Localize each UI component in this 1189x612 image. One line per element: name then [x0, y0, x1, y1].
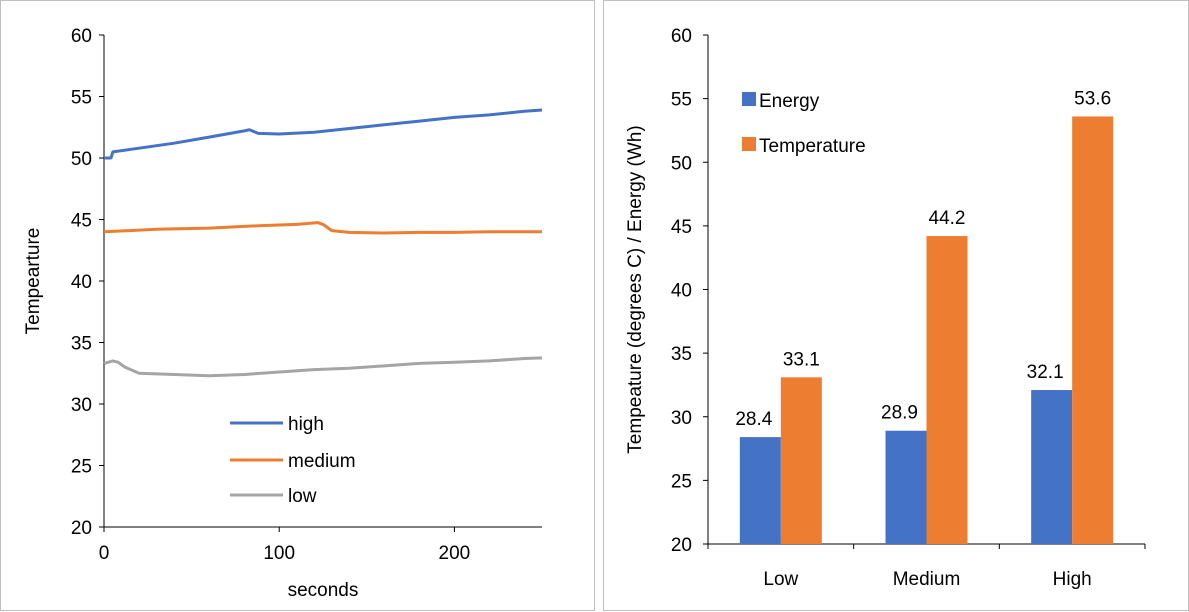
y-tick-label: 25	[671, 471, 692, 492]
y-tick-label: 60	[671, 26, 692, 47]
category-label: Medium	[893, 569, 961, 590]
x-tick-label: 200	[439, 543, 471, 564]
y-tick-label: 55	[671, 90, 692, 111]
y-tick-label: 40	[671, 281, 692, 302]
data-label: 28.9	[881, 403, 918, 424]
y-axis-title: Tempearture	[23, 228, 44, 335]
y-tick-label: 45	[71, 211, 92, 232]
category-label: High	[1053, 569, 1092, 590]
bar-chart-panel: 20 25 30 35 40 45 50 55 60 Low 28.4 33.1 Medium 28.9 4…	[603, 0, 1189, 611]
category-label: Low	[763, 569, 798, 590]
y-tick-label: 50	[71, 149, 92, 170]
legend-label-temperature: Temperature	[759, 136, 866, 157]
data-label: 32.1	[1027, 362, 1064, 383]
y-tick-label: 50	[671, 153, 692, 174]
legend-swatch-energy	[742, 92, 756, 106]
x-tick-label: 100	[263, 543, 295, 564]
y-tick-label: 30	[671, 408, 692, 429]
x-axis-title: seconds	[288, 580, 359, 601]
y-tick-label: 35	[71, 334, 92, 355]
legend-swatch-temperature	[742, 137, 756, 151]
series-line-medium	[103, 221, 542, 235]
y-tick-label: 25	[71, 457, 92, 478]
y-tick-label: 30	[71, 395, 92, 416]
y-tick-label: 45	[671, 217, 692, 238]
legend-label-medium: medium	[288, 451, 356, 472]
data-label: 44.2	[929, 208, 966, 229]
bar-chart: 20 25 30 35 40 45 50 55 60 Low 28.4 33.1 Medium 28.9 4…	[625, 26, 1146, 590]
y-tick-label: 35	[671, 344, 692, 365]
y-tick-label: 40	[71, 272, 92, 293]
data-label: 53.6	[1074, 88, 1111, 109]
data-label: 28.4	[735, 409, 772, 430]
y-tick-label: 20	[71, 518, 92, 539]
bar-energy-low	[739, 437, 781, 544]
bar-energy-medium	[885, 430, 927, 544]
series-line-low	[103, 356, 543, 378]
y-axis-title: Tempeature (degrees C) / Energy (Wh)	[625, 125, 646, 453]
y-tick-label: 60	[71, 26, 92, 47]
line-chart-panel: 20 25 30 35 40 45 50 55 60 0 100 200 seconds Tempeart…	[0, 0, 595, 611]
y-tick-label: 20	[671, 535, 692, 556]
legend-label-energy: Energy	[759, 91, 820, 112]
series-line-high	[104, 108, 543, 160]
legend-label-high: high	[288, 414, 324, 435]
bar-temperature-medium	[926, 236, 968, 544]
bar-temperature-low	[780, 377, 822, 544]
legend-label-low: low	[288, 486, 317, 507]
data-label: 33.1	[783, 349, 820, 370]
line-chart: 20 25 30 35 40 45 50 55 60 0 100 200 seconds Tempeart…	[23, 26, 543, 601]
bar-temperature-high	[1072, 116, 1114, 544]
x-tick-label: 0	[99, 543, 110, 564]
bar-energy-high	[1031, 390, 1073, 544]
y-tick-label: 55	[71, 88, 92, 109]
